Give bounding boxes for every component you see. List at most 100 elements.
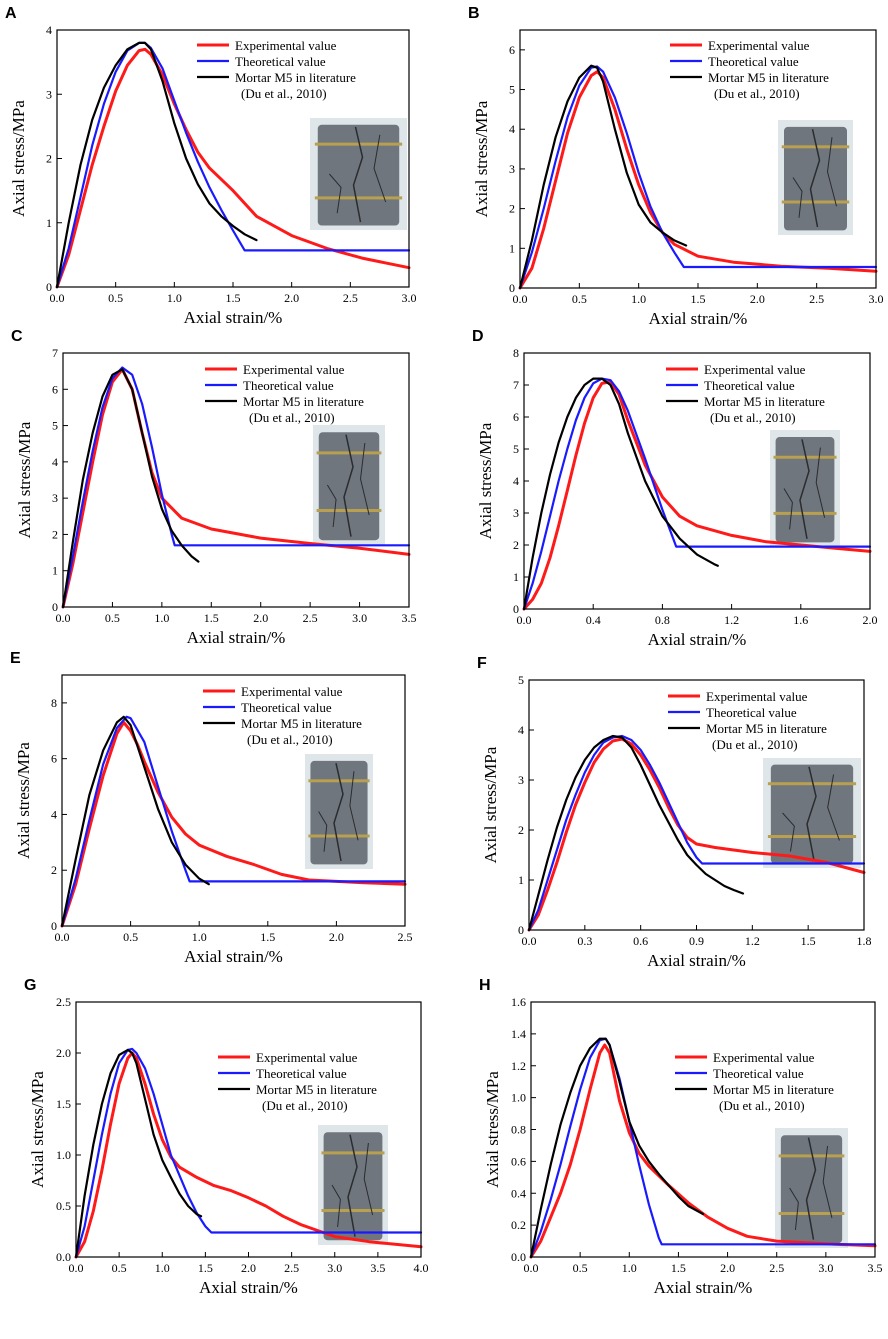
panel-letter: D <box>472 328 484 345</box>
y-tick-label: 4 <box>52 455 58 469</box>
chart-panel-d: D 0.0 0.4 0.8 1.2 1.6 2.0 0 1 2 3 4 5 6 7 8 Axial strain… <box>472 328 878 649</box>
x-axis-title: Axial strain/% <box>184 947 283 966</box>
legend-label-experimental: Experimental value <box>256 1050 358 1065</box>
y-tick-label: 0.0 <box>511 1250 526 1264</box>
chart-panel-b: B 0.0 0.5 1.0 1.5 2.0 2.5 3.0 0 1 2 3 4 5 6 Axial strai… <box>468 5 884 328</box>
legend-label-theoretical: Theoretical value <box>241 700 332 715</box>
series-experimental-line <box>529 1043 877 1259</box>
legend-label-experimental: Experimental value <box>708 38 810 53</box>
panel-letter: H <box>479 977 491 994</box>
y-tick-label: 5 <box>518 673 524 687</box>
x-tick-label: 3.5 <box>868 1261 883 1275</box>
legend-label-literature: Mortar M5 in literature <box>706 721 827 736</box>
legend-label-experimental: Experimental value <box>706 689 808 704</box>
specimen-photo <box>305 754 373 869</box>
x-tick-label: 2.5 <box>809 292 824 306</box>
y-tick-label: 0.2 <box>511 1218 526 1232</box>
x-tick-label: 2.5 <box>303 611 318 625</box>
x-tick-label: 0.0 <box>50 291 65 305</box>
x-tick-label: 2.0 <box>750 292 765 306</box>
y-tick-label: 7 <box>513 378 519 392</box>
specimen-photo <box>770 430 840 547</box>
x-axis-title: Axial strain/% <box>654 1278 753 1297</box>
y-axis-title: Axial stress/MPa <box>472 100 491 217</box>
y-tick-label: 0.6 <box>511 1154 526 1168</box>
x-tick-label: 1.0 <box>155 1261 170 1275</box>
legend-label-experimental: Experimental value <box>713 1050 815 1065</box>
specimen-photo <box>310 118 407 230</box>
series-theoretical-line <box>60 715 407 928</box>
y-tick-label: 2 <box>518 823 524 837</box>
x-tick-label: 0.0 <box>513 292 528 306</box>
specimen-photo <box>775 1128 848 1248</box>
y-axis-title: Axial stress/MPa <box>481 746 500 863</box>
x-tick-label: 0.0 <box>524 1261 539 1275</box>
x-axis-title: Axial strain/% <box>184 308 283 327</box>
legend-citation: (Du et al., 2010) <box>262 1098 348 1113</box>
y-tick-label: 3 <box>46 87 52 101</box>
x-tick-label: 1.0 <box>192 930 207 944</box>
y-tick-label: 5 <box>509 83 515 97</box>
x-tick-label: 3.0 <box>869 292 884 306</box>
y-tick-label: 4 <box>509 122 515 136</box>
y-tick-label: 1.6 <box>511 995 526 1009</box>
x-tick-label: 0.5 <box>123 930 138 944</box>
x-tick-label: 0.0 <box>55 930 70 944</box>
specimen-photo <box>778 120 853 235</box>
y-tick-label: 2.0 <box>56 1046 71 1060</box>
x-axis-title: Axial strain/% <box>648 630 747 649</box>
series-literature-line <box>60 715 210 928</box>
legend-citation: (Du et al., 2010) <box>241 86 327 101</box>
series-literature-line <box>55 41 258 289</box>
y-tick-label: 1.2 <box>511 1059 526 1073</box>
x-tick-label: 0.5 <box>108 291 123 305</box>
y-tick-label: 0.0 <box>56 1250 71 1264</box>
legend-label-theoretical: Theoretical value <box>256 1066 347 1081</box>
x-tick-label: 0.3 <box>577 934 592 948</box>
legend-label-literature: Mortar M5 in literature <box>713 1082 834 1097</box>
y-tick-label: 6 <box>51 752 57 766</box>
panel-letter: C <box>11 328 23 345</box>
x-tick-label: 1.2 <box>745 934 760 948</box>
x-tick-label: 1.6 <box>793 613 808 627</box>
legend-label-literature: Mortar M5 in literature <box>235 70 356 85</box>
y-tick-label: 1 <box>509 241 515 255</box>
panel-letter: B <box>468 5 480 22</box>
series-theoretical-line <box>527 734 866 932</box>
y-axis-title: Axial stress/MPa <box>14 742 33 859</box>
x-tick-label: 3.0 <box>402 291 417 305</box>
series-experimental-line <box>518 70 878 290</box>
y-tick-label: 1.4 <box>511 1027 526 1041</box>
y-tick-label: 8 <box>513 346 519 360</box>
x-tick-label: 0.5 <box>112 1261 127 1275</box>
legend-label-theoretical: Theoretical value <box>706 705 797 720</box>
x-tick-label: 1.5 <box>671 1261 686 1275</box>
y-tick-label: 3 <box>513 506 519 520</box>
legend-citation: (Du et al., 2010) <box>712 737 798 752</box>
legend-label-theoretical: Theoretical value <box>243 378 334 393</box>
x-tick-label: 1.0 <box>622 1261 637 1275</box>
y-tick-label: 0 <box>51 919 57 933</box>
legend-label-literature: Mortar M5 in literature <box>708 70 829 85</box>
x-tick-label: 0.6 <box>633 934 648 948</box>
legend-label-literature: Mortar M5 in literature <box>704 394 825 409</box>
x-tick-label: 2.0 <box>284 291 299 305</box>
y-tick-label: 2 <box>52 527 58 541</box>
x-tick-label: 3.0 <box>818 1261 833 1275</box>
chart-panel-c: C 0.0 0.5 1.0 1.5 2.0 2.5 3.0 3.5 0 1 2 3 4 5 6 7 Axial s… <box>11 328 417 647</box>
x-tick-label: 0.9 <box>689 934 704 948</box>
y-tick-label: 1.0 <box>511 1091 526 1105</box>
x-tick-label: 1.2 <box>724 613 739 627</box>
x-axis-title: Axial strain/% <box>649 309 748 328</box>
legend-citation: (Du et al., 2010) <box>249 410 335 425</box>
panel-letter: G <box>24 977 36 994</box>
legend-label-literature: Mortar M5 in literature <box>241 716 362 731</box>
y-axis-title: Axial stress/MPa <box>15 421 34 538</box>
x-tick-label: 0.0 <box>56 611 71 625</box>
x-tick-label: 2.0 <box>253 611 268 625</box>
chart-panel-e: E 0.0 0.5 1.0 1.5 2.0 2.5 0 2 4 6 8 Axial strain/% Ax… <box>10 650 413 966</box>
y-tick-label: 8 <box>51 696 57 710</box>
